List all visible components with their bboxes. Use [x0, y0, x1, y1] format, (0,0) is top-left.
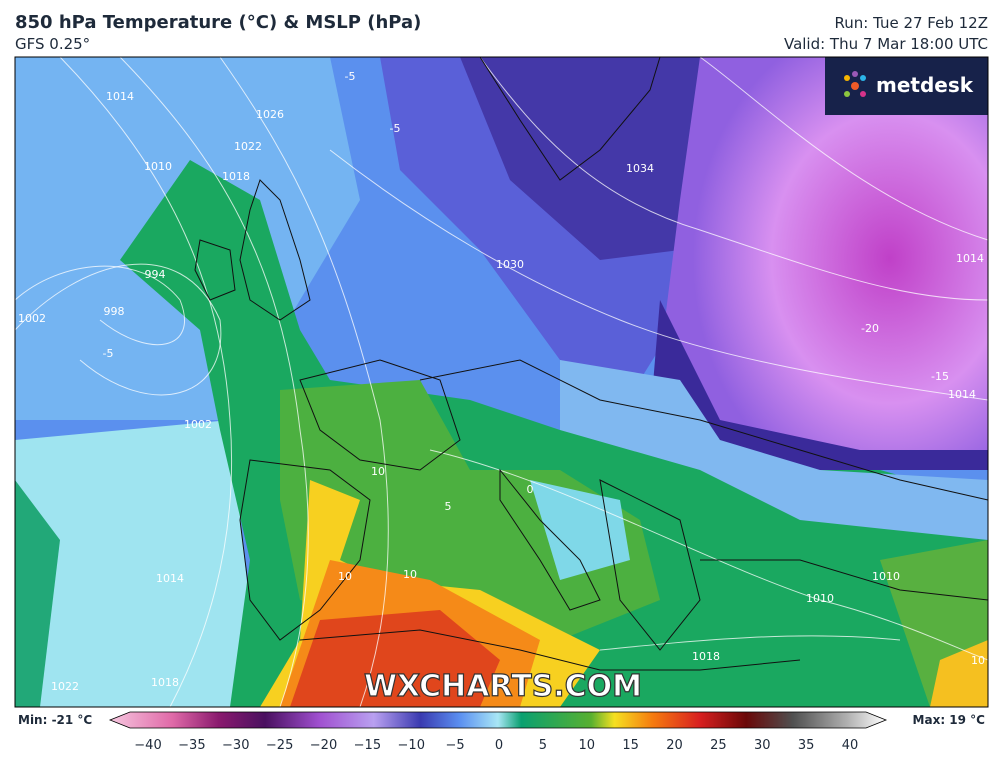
contour-label: 1018 — [222, 170, 250, 183]
contour-label: -5 — [390, 122, 401, 135]
colorbar: Min: -21 °C Max: 19 °C — [18, 711, 986, 729]
contour-label: 1018 — [151, 676, 179, 689]
run-time: Run: Tue 27 Feb 12Z — [834, 14, 988, 32]
colorbar-tick-label: −5 — [446, 738, 465, 753]
colorbar-tick-label: 40 — [842, 738, 859, 753]
watermark: WXCHARTS.COM — [364, 669, 642, 704]
map-field — [15, 57, 988, 707]
contour-label: 10 — [371, 465, 385, 478]
contour-label: 10 — [338, 570, 352, 583]
contour-label: 994 — [145, 268, 166, 281]
colorbar-tick-label: 25 — [710, 738, 727, 753]
contour-label: 998 — [104, 305, 125, 318]
contour-label: -5 — [345, 70, 356, 83]
coastlines — [194, 56, 989, 671]
title: 850 hPa Temperature (°C) & MSLP (hPa) — [15, 12, 422, 33]
contour-label: 1018 — [692, 650, 720, 663]
colorbar-tick-label: 15 — [622, 738, 639, 753]
colorbar-tick-label: −30 — [222, 738, 249, 753]
contour-label: 1022 — [234, 140, 262, 153]
contour-label: 1010 — [806, 592, 834, 605]
contour-label: 5 — [445, 500, 452, 513]
contour-label: 1022 — [51, 680, 79, 693]
brand-name: metdesk — [876, 73, 974, 97]
colorbar-tick-label: −15 — [354, 738, 381, 753]
map-frame — [14, 56, 989, 708]
contour-label: 1002 — [184, 418, 212, 431]
contour-label: 1014 — [956, 252, 984, 265]
contour-label: 1002 — [18, 312, 46, 325]
contour-label: 1010 — [144, 160, 172, 173]
brand-logo — [844, 71, 866, 97]
colorbar-tick-label: 5 — [539, 738, 547, 753]
colorbar-tick-label: 0 — [495, 738, 503, 753]
contour-label: 1014 — [156, 572, 184, 585]
colorbar-tick-label: 30 — [754, 738, 771, 753]
contour-label: -15 — [931, 370, 949, 383]
colorbar-tick-label: −25 — [266, 738, 293, 753]
subtitle: GFS 0.25° — [15, 35, 91, 53]
min-label: Min: -21 °C — [18, 713, 92, 727]
contour-label: 1026 — [256, 108, 284, 121]
contour-label: -20 — [861, 322, 879, 335]
contour-label: 1030 — [496, 258, 524, 271]
contour-label: 1010 — [872, 570, 900, 583]
colorbar-tick-label: −40 — [134, 738, 161, 753]
max-label: Max: 19 °C — [913, 713, 986, 727]
contour-label: 1014 — [106, 90, 134, 103]
contour-label: 0 — [527, 483, 534, 496]
contour-label: 10 — [403, 568, 417, 581]
colorbar-tick-label: −35 — [178, 738, 205, 753]
valid-time: Valid: Thu 7 Mar 18:00 UTC — [783, 35, 988, 53]
contour-label: -5 — [103, 347, 114, 360]
colorbar-tick-label: −10 — [398, 738, 425, 753]
contour-label: 1034 — [626, 162, 654, 175]
colorbar-tick-label: 35 — [798, 738, 815, 753]
map-labels: 1014102610221018101099499810021002101410… — [18, 70, 985, 693]
colorbar-tick-label: 20 — [666, 738, 683, 753]
contour-label: 1014 — [948, 388, 976, 401]
isobars — [14, 56, 989, 708]
colorbar-ticks: −40 −35 −30 −25 −20 −15 −10 −5 0 5 10 15 20 25 30 35 40 — [134, 738, 858, 753]
contour-label: 10 — [971, 654, 985, 667]
colorbar-tick-label: 10 — [578, 738, 595, 753]
colorbar-tick-label: −20 — [310, 738, 337, 753]
